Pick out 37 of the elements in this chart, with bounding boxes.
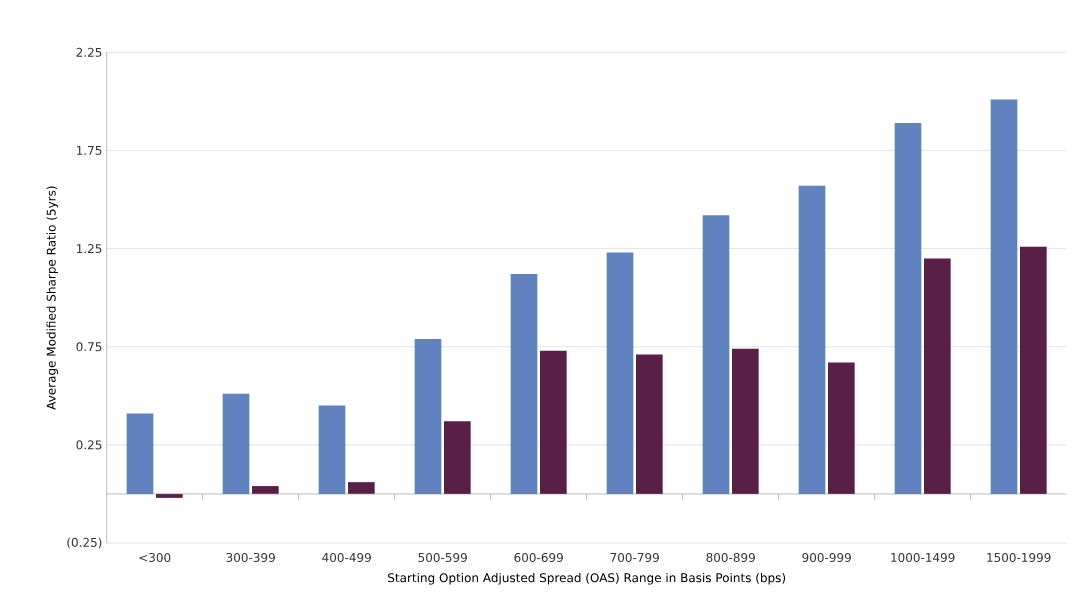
y-tick-label: 0.75 <box>76 342 102 352</box>
bar <box>444 421 471 494</box>
bar <box>1020 246 1047 494</box>
bar <box>828 362 855 494</box>
bar <box>414 338 442 494</box>
x-tick-label: 1500-1999 <box>987 552 1051 563</box>
bar <box>348 482 375 494</box>
x-tick-label: 800-899 <box>706 552 755 563</box>
bar <box>924 258 951 494</box>
y-tick-label: 1.25 <box>77 244 102 254</box>
x-tick-label: 400-499 <box>322 552 371 563</box>
x-tick-label: <300 <box>139 552 171 563</box>
bar <box>990 99 1018 494</box>
x-tick-label: 500-599 <box>418 552 467 563</box>
bar <box>540 350 567 494</box>
bar <box>606 252 634 494</box>
bar <box>126 413 154 494</box>
y-tick-label: 2.25 <box>76 47 102 57</box>
bar <box>732 348 759 494</box>
bar <box>222 393 250 494</box>
bar <box>252 486 279 494</box>
bar <box>798 185 826 494</box>
y-tick-label: 1.75 <box>77 146 102 155</box>
y-tick-label: 0.25 <box>76 440 102 450</box>
bar <box>702 215 730 494</box>
y-axis-title: Average Modified Sharpe Ratio (5yrs) <box>46 186 59 410</box>
x-tick-label: 300-399 <box>226 552 275 563</box>
x-tick-label: 1000-1499 <box>891 552 955 563</box>
x-axis-title: Starting Option Adjusted Spread (OAS) Range in Basis Points (bps) <box>388 572 786 585</box>
x-tick-label: 700-799 <box>610 552 659 563</box>
x-tick-label: 900-999 <box>802 552 851 563</box>
x-tick-label: 600-699 <box>514 552 563 563</box>
bar <box>510 274 538 494</box>
bar <box>636 354 663 494</box>
y-tick-label: (0.25) <box>67 537 102 549</box>
bar <box>894 122 922 494</box>
bar <box>318 405 346 494</box>
